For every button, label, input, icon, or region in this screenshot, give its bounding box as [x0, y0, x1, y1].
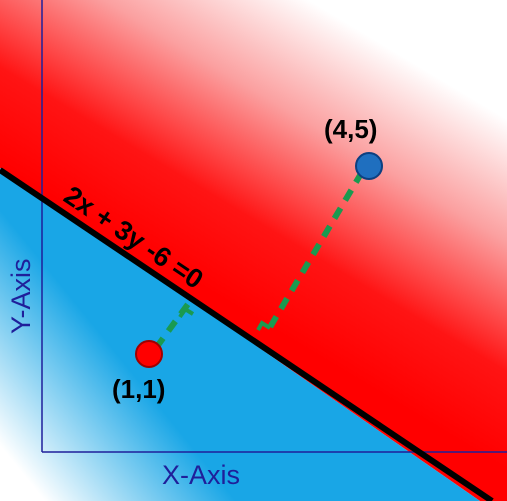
- point-label-4-5: (4,5): [324, 114, 377, 144]
- point-4-5: [355, 152, 383, 180]
- y-axis-label: Y-Axis: [6, 258, 36, 334]
- right-angle-marker-upper: [256, 320, 272, 331]
- point-1-1: [135, 340, 163, 368]
- x-axis-label: X-Axis: [162, 460, 240, 490]
- boundary-line: [0, 167, 494, 501]
- perpendicular-upper: [263, 170, 365, 336]
- right-angle-marker-lower: [178, 306, 195, 319]
- point-label-1-1: (1,1): [112, 374, 165, 404]
